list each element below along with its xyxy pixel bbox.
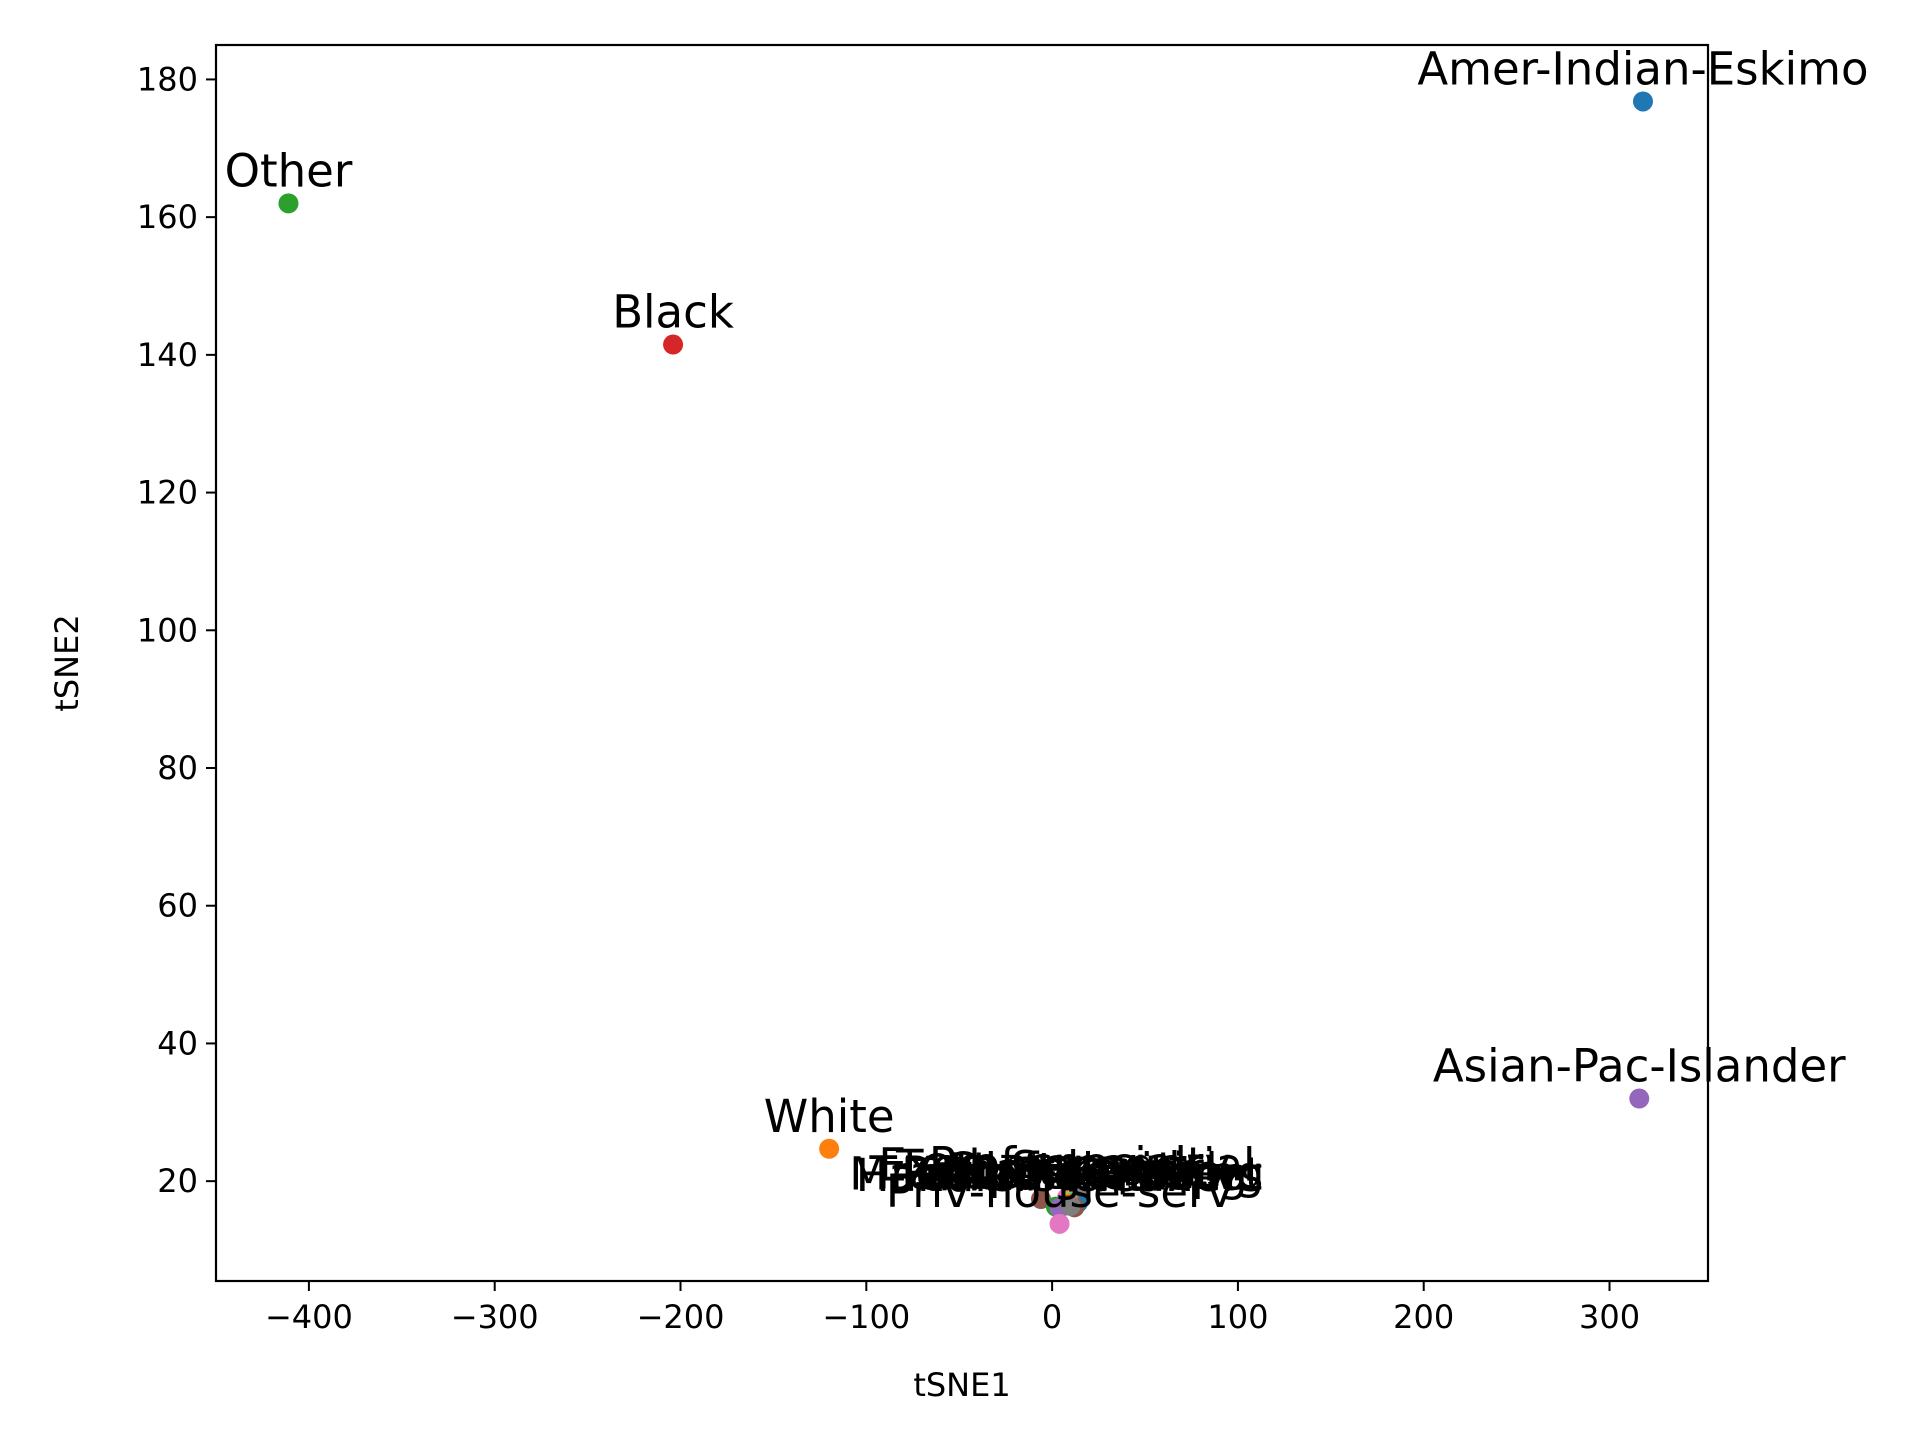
data-point [1629,1088,1650,1109]
x-tick-label: −400 [265,1298,353,1336]
point-label: Handlers-cleaners [856,1149,1264,1202]
y-tick-label: 100 [137,611,198,649]
plot-area [214,43,1710,1283]
point-label: Other-service [920,1145,1222,1198]
y-tick-label: 40 [157,1024,198,1062]
data-points [278,91,1653,1234]
x-tick-label: −200 [637,1298,725,1336]
point-label: Amer-Indian-Eskimo [1417,42,1868,95]
point-label: Machine-op-inspct [849,1148,1262,1201]
point-label: Sales [1011,1141,1131,1194]
y-tick-label: 120 [137,474,198,512]
point-label: Tech-support [895,1140,1186,1193]
data-point [1030,1189,1051,1210]
y-tick-label: 80 [157,749,198,787]
point-label: Exec-managerial [878,1139,1255,1192]
x-tick-label: 100 [1207,1298,1268,1336]
x-tick-label: 200 [1393,1298,1454,1336]
point-labels: Amer-Indian-Eskimo Other Black Asian-Pac-Is… [225,42,1869,1217]
x-tick-label: 300 [1579,1298,1640,1336]
point-label: Craft-repair [945,1143,1204,1196]
y-tick-label: 60 [157,887,198,925]
point-label: Other [225,144,353,197]
point-label: Asian-Pac-Islander [1433,1040,1846,1093]
y-axis-ticks: 20 40 60 80 100 120 140 160 180 [137,60,216,1200]
x-tick-label: −300 [451,1298,539,1336]
x-tick-label: 0 [1042,1298,1062,1336]
x-axis-label: tSNE1 [913,1366,1010,1404]
y-tick-label: 140 [137,336,198,374]
point-label: Transport-moving [868,1146,1264,1199]
x-tick-label: −100 [822,1298,910,1336]
point-label: Adm-clerical [938,1144,1217,1197]
point-label: Priv-house-serv [886,1165,1233,1218]
data-point [1060,1195,1081,1216]
y-tick-label: 20 [157,1162,198,1200]
point-label: Prof-specialty [929,1137,1231,1190]
y-tick-label: 160 [137,198,198,236]
point-label: Black [612,286,734,339]
y-axis-label: tSNE2 [48,614,86,711]
data-point [278,193,299,214]
data-point [1049,1213,1070,1234]
data-point [663,334,684,355]
point-label: White [764,1090,895,1143]
point-label: Farming-fishing [901,1148,1248,1201]
point-label: Protective-serv [901,1147,1239,1200]
data-point [819,1138,840,1159]
x-axis-ticks: −400 −300 −200 −100 0 100 200 300 [265,1281,1640,1336]
y-tick-label: 180 [137,60,198,98]
data-point [1632,91,1653,112]
